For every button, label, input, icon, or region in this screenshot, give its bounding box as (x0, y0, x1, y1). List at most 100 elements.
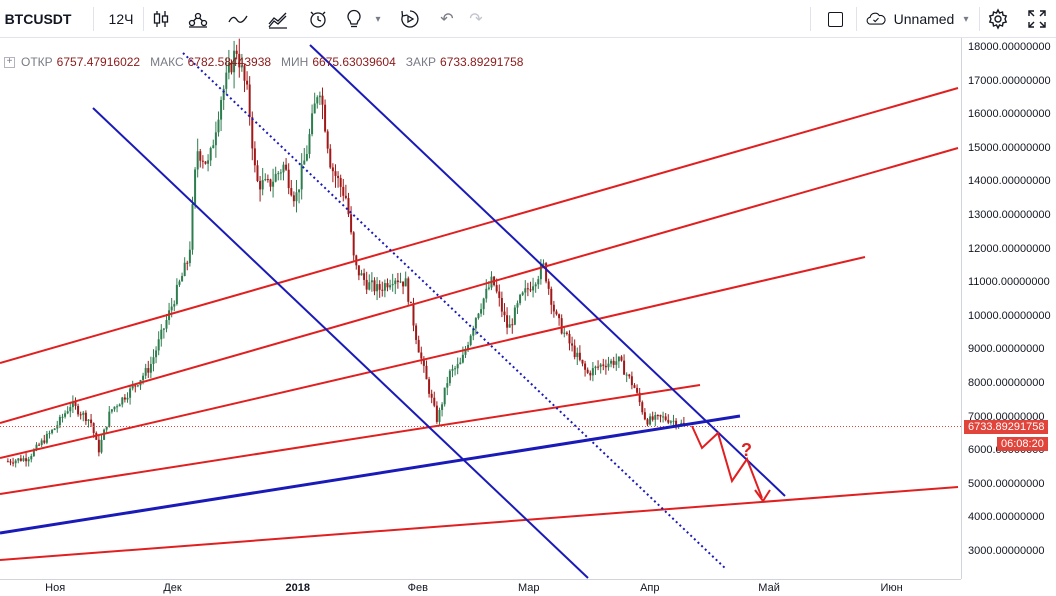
candle-up (64, 413, 67, 417)
price-tick-label: 10000.00000000 (968, 309, 1051, 322)
layout-name-button[interactable]: Unnamed (893, 11, 955, 27)
templates-icon[interactable] (265, 0, 291, 38)
candle-down (290, 188, 293, 196)
candle-up (220, 100, 223, 120)
price-tick-label: 16000.00000000 (968, 108, 1051, 121)
candle-up (212, 145, 215, 149)
projection-zigzag-arrow (691, 425, 763, 499)
candle-up (274, 173, 277, 182)
candle-down (420, 352, 423, 359)
fullscreen-icon[interactable] (1024, 0, 1050, 38)
candle-up (461, 354, 464, 363)
replay-icon[interactable] (397, 0, 423, 38)
candle-up (669, 421, 672, 423)
candle-up (121, 397, 124, 405)
candle-down (511, 324, 514, 326)
price-axis[interactable]: 18000.00000000 17000.00000000 16000.000000… (961, 38, 1056, 579)
candle-down (584, 363, 587, 370)
candle-up (113, 406, 116, 410)
price-tick-label: 4000.00000000 (968, 511, 1045, 524)
candle-up (227, 62, 230, 73)
candle-down (578, 352, 581, 360)
candle-up (53, 428, 56, 430)
candle-up (22, 458, 25, 461)
fullscreen-checkbox-icon[interactable] (824, 0, 846, 38)
candle-up (272, 181, 275, 187)
candle-up (233, 50, 236, 73)
candle-down (43, 440, 46, 443)
candle-up (160, 329, 163, 340)
candle-down (630, 376, 633, 386)
candle-down (664, 416, 667, 420)
undo-icon[interactable]: ↶ (440, 11, 454, 28)
candle-down (602, 364, 605, 366)
candle-up (118, 404, 121, 407)
candle-up (368, 282, 371, 290)
candle-down (134, 385, 137, 387)
candle-down (347, 198, 350, 215)
candle-up (27, 459, 30, 462)
interval-button[interactable]: 12Ч (108, 11, 134, 27)
candle-down (287, 169, 290, 189)
candle-up (654, 415, 657, 420)
legend-close-value: 6733.89291758 (440, 55, 524, 69)
candle-down (285, 164, 288, 170)
dropdown-icon[interactable]: ▾ (963, 13, 969, 25)
indicators-icon[interactable] (185, 0, 211, 38)
candle-up (625, 374, 628, 376)
candle-down (498, 291, 501, 298)
candle-up (446, 383, 449, 388)
price-tick-label: 7000.00000000 (968, 410, 1045, 423)
candle-up (474, 318, 477, 329)
candle-up (144, 368, 147, 376)
candle-down (201, 160, 204, 162)
candle-down (396, 280, 399, 283)
candle-up (100, 439, 103, 453)
symbol-search-button[interactable]: BTCUSDT (4, 11, 72, 27)
candle-up (175, 284, 178, 305)
time-axis[interactable]: Ноя Дек 2018 Фев Мар Апр Май Июн (0, 579, 961, 596)
chart-pane[interactable]: ? + ОТКР 6757.47916022 МАКС 6782.5844393… (0, 38, 1056, 596)
candle-up (277, 173, 280, 175)
candle-up (45, 433, 48, 443)
candle-up (303, 160, 306, 165)
toolbar-divider (979, 7, 980, 31)
candle-down (422, 358, 425, 366)
price-tick-label: 9000.00000000 (968, 343, 1045, 356)
alert-icon[interactable] (305, 0, 331, 38)
candle-down (381, 289, 384, 291)
candles-icon[interactable] (148, 0, 174, 38)
candle-down (357, 265, 360, 276)
candle-up (376, 284, 379, 292)
price-tick-label: 11000.00000000 (968, 276, 1050, 289)
candle-down (589, 372, 592, 376)
legend-high-label: МАКС (150, 55, 184, 69)
settings-icon[interactable] (985, 0, 1011, 38)
price-chart[interactable]: ? (0, 38, 961, 579)
redo-icon[interactable]: ↷ (469, 11, 483, 28)
ideas-icon[interactable] (341, 0, 367, 38)
candle-down (259, 180, 262, 190)
candle-up (69, 407, 72, 412)
cloud-icon[interactable] (862, 0, 890, 38)
dropdown-icon[interactable]: ▾ (375, 13, 381, 25)
candle-down (365, 279, 368, 290)
compare-icon[interactable] (225, 0, 251, 38)
candle-down (558, 314, 561, 319)
countdown-badge: 06:08:20 (997, 437, 1048, 451)
candle-down (612, 360, 615, 365)
candle-down (378, 284, 381, 290)
collapse-legend-icon[interactable]: + (4, 56, 15, 68)
candle-down (235, 50, 238, 54)
price-tick-label: 14000.00000000 (968, 175, 1051, 188)
candle-down (503, 311, 506, 316)
candle-up (194, 169, 197, 205)
last-price-badge: 6733.89291758 (964, 420, 1049, 434)
candle-down (324, 104, 327, 132)
candle-down (628, 374, 631, 377)
candle-down (675, 420, 678, 426)
candle-down (500, 297, 503, 312)
candle-down (92, 423, 95, 433)
candle-up (477, 313, 480, 319)
toolbar-divider (143, 7, 144, 31)
